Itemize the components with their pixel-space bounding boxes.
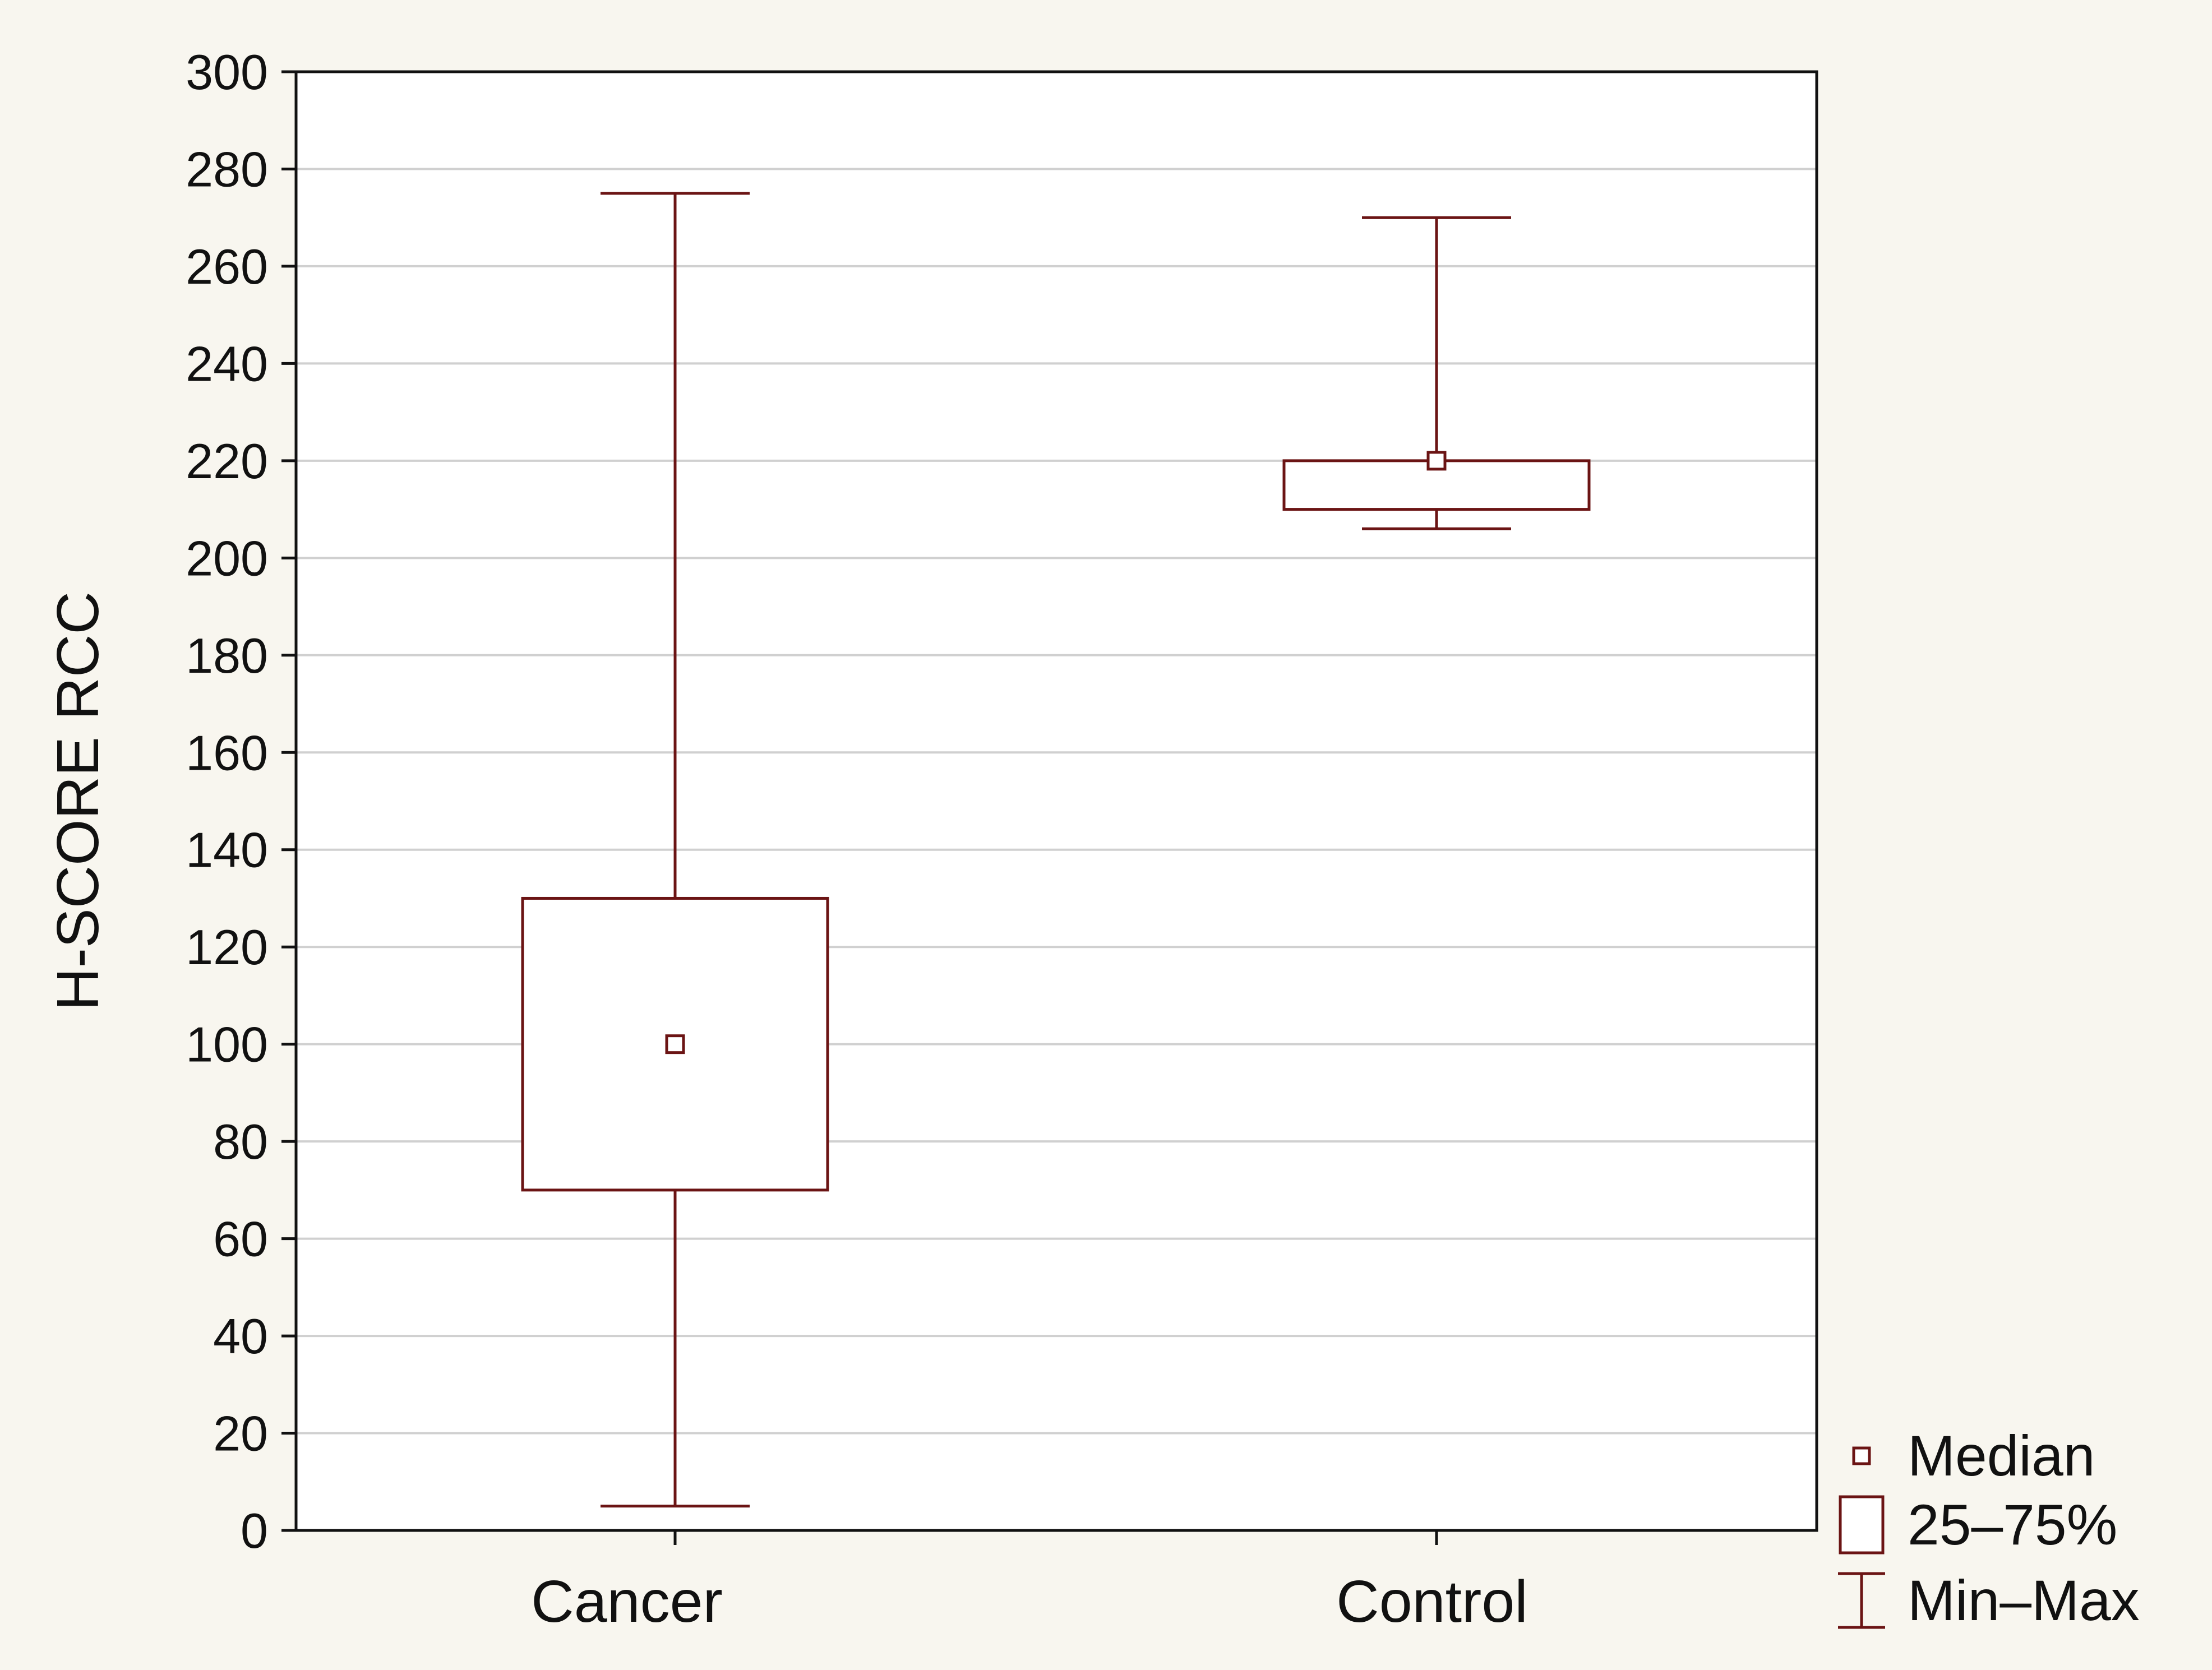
legend-label: Min–Max [1908, 1569, 2140, 1632]
box-control [1282, 216, 1591, 530]
iqr-box [1282, 459, 1591, 511]
y-tick-label: 100 [186, 1017, 268, 1072]
y-tick-label: 80 [213, 1114, 268, 1169]
median-marker [665, 1034, 685, 1054]
y-tick-label: 20 [213, 1406, 268, 1461]
y-tick-label: 280 [186, 141, 268, 197]
box-cancer [521, 192, 829, 1508]
y-tick-label: 40 [213, 1308, 268, 1364]
y-tick-label: 240 [186, 336, 268, 391]
y-tick-label: 160 [186, 725, 268, 780]
legend-box-icon [1839, 1495, 1885, 1555]
y-axis-title: H-SCORE RCC [45, 591, 111, 1011]
y-tick-label: 60 [213, 1211, 268, 1267]
y-tick-label: 140 [186, 822, 268, 878]
y-tick-label: 220 [186, 433, 268, 489]
x-tick-label: Control [1336, 1569, 1528, 1635]
legend-label: 25–75% [1908, 1493, 2117, 1557]
y-tick-label: 180 [186, 628, 268, 683]
plot-area [296, 72, 1817, 1530]
y-tick-label: 120 [186, 919, 268, 975]
y-tick-label: 300 [186, 44, 268, 100]
plot-frame [294, 70, 1818, 1532]
legend-label: Median [1908, 1424, 2095, 1488]
legend-range-icon [1838, 1572, 1885, 1629]
y-tick-label: 200 [186, 530, 268, 586]
box-series [521, 192, 1591, 1508]
median-marker [1426, 451, 1447, 471]
axes: 0 20 40 60 80 100 120 140 160 180 200 220 240 260 280 3… [186, 44, 1528, 1635]
legend-median-icon [1852, 1446, 1871, 1465]
y-tick-label: 260 [186, 239, 268, 294]
y-tick-label: 0 [241, 1503, 268, 1558]
x-tick-label: Cancer [531, 1569, 723, 1635]
